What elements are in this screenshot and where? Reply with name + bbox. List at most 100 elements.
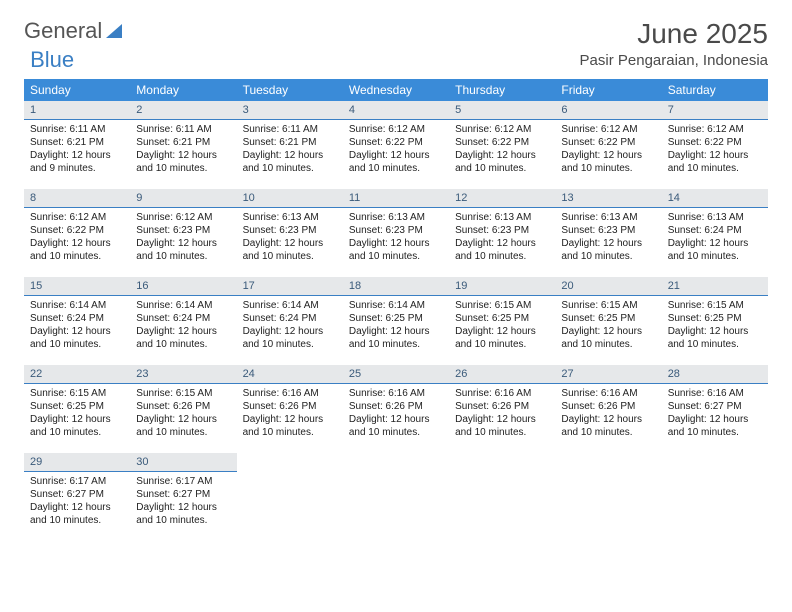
calendar-cell — [555, 453, 661, 541]
sunset-line: Sunset: 6:21 PM — [136, 136, 230, 149]
calendar-table: SundayMondayTuesdayWednesdayThursdayFrid… — [24, 79, 768, 541]
day-details: Sunrise: 6:15 AMSunset: 6:26 PMDaylight:… — [130, 384, 236, 441]
day-number: 7 — [662, 101, 768, 120]
daylight-line: Daylight: 12 hours and 10 minutes. — [243, 237, 337, 263]
weekday-header: Sunday — [24, 79, 130, 101]
daylight-line: Daylight: 12 hours and 10 minutes. — [349, 325, 443, 351]
calendar-cell: 25Sunrise: 6:16 AMSunset: 6:26 PMDayligh… — [343, 365, 449, 453]
calendar-cell: 12Sunrise: 6:13 AMSunset: 6:23 PMDayligh… — [449, 189, 555, 277]
sunrise-line: Sunrise: 6:16 AM — [668, 387, 762, 400]
calendar-cell: 2Sunrise: 6:11 AMSunset: 6:21 PMDaylight… — [130, 101, 236, 189]
daylight-line: Daylight: 12 hours and 10 minutes. — [30, 237, 124, 263]
day-number: 27 — [555, 365, 661, 384]
day-details: Sunrise: 6:11 AMSunset: 6:21 PMDaylight:… — [237, 120, 343, 177]
sunset-line: Sunset: 6:25 PM — [30, 400, 124, 413]
sunset-line: Sunset: 6:24 PM — [30, 312, 124, 325]
day-details: Sunrise: 6:16 AMSunset: 6:26 PMDaylight:… — [237, 384, 343, 441]
day-details: Sunrise: 6:13 AMSunset: 6:23 PMDaylight:… — [343, 208, 449, 265]
brand-part2-wrap: Blue — [24, 47, 768, 73]
daylight-line: Daylight: 12 hours and 10 minutes. — [30, 501, 124, 527]
calendar-cell — [343, 453, 449, 541]
day-number: 2 — [130, 101, 236, 120]
sunset-line: Sunset: 6:25 PM — [561, 312, 655, 325]
sunset-line: Sunset: 6:21 PM — [243, 136, 337, 149]
day-details: Sunrise: 6:11 AMSunset: 6:21 PMDaylight:… — [24, 120, 130, 177]
daylight-line: Daylight: 12 hours and 10 minutes. — [243, 413, 337, 439]
day-number: 18 — [343, 277, 449, 296]
calendar-week-row: 22Sunrise: 6:15 AMSunset: 6:25 PMDayligh… — [24, 365, 768, 453]
day-details: Sunrise: 6:17 AMSunset: 6:27 PMDaylight:… — [130, 472, 236, 529]
calendar-cell: 13Sunrise: 6:13 AMSunset: 6:23 PMDayligh… — [555, 189, 661, 277]
daylight-line: Daylight: 12 hours and 10 minutes. — [668, 149, 762, 175]
day-details: Sunrise: 6:15 AMSunset: 6:25 PMDaylight:… — [449, 296, 555, 353]
day-number: 15 — [24, 277, 130, 296]
weekday-header: Saturday — [662, 79, 768, 101]
sunrise-line: Sunrise: 6:13 AM — [668, 211, 762, 224]
day-number: 4 — [343, 101, 449, 120]
day-number: 22 — [24, 365, 130, 384]
sunset-line: Sunset: 6:22 PM — [561, 136, 655, 149]
sunset-line: Sunset: 6:22 PM — [349, 136, 443, 149]
sunset-line: Sunset: 6:23 PM — [349, 224, 443, 237]
calendar-cell: 14Sunrise: 6:13 AMSunset: 6:24 PMDayligh… — [662, 189, 768, 277]
calendar-cell: 10Sunrise: 6:13 AMSunset: 6:23 PMDayligh… — [237, 189, 343, 277]
daylight-line: Daylight: 12 hours and 10 minutes. — [455, 325, 549, 351]
weekday-header: Monday — [130, 79, 236, 101]
calendar-week-row: 15Sunrise: 6:14 AMSunset: 6:24 PMDayligh… — [24, 277, 768, 365]
weekday-header: Tuesday — [237, 79, 343, 101]
calendar-cell — [237, 453, 343, 541]
day-details: Sunrise: 6:11 AMSunset: 6:21 PMDaylight:… — [130, 120, 236, 177]
calendar-cell: 4Sunrise: 6:12 AMSunset: 6:22 PMDaylight… — [343, 101, 449, 189]
day-details: Sunrise: 6:12 AMSunset: 6:22 PMDaylight:… — [662, 120, 768, 177]
daylight-line: Daylight: 12 hours and 10 minutes. — [349, 149, 443, 175]
calendar-cell: 17Sunrise: 6:14 AMSunset: 6:24 PMDayligh… — [237, 277, 343, 365]
day-number: 13 — [555, 189, 661, 208]
daylight-line: Daylight: 12 hours and 10 minutes. — [30, 413, 124, 439]
day-number: 20 — [555, 277, 661, 296]
calendar-cell: 9Sunrise: 6:12 AMSunset: 6:23 PMDaylight… — [130, 189, 236, 277]
calendar-cell: 30Sunrise: 6:17 AMSunset: 6:27 PMDayligh… — [130, 453, 236, 541]
sunrise-line: Sunrise: 6:12 AM — [30, 211, 124, 224]
sunrise-line: Sunrise: 6:15 AM — [561, 299, 655, 312]
day-number: 17 — [237, 277, 343, 296]
sunset-line: Sunset: 6:26 PM — [561, 400, 655, 413]
calendar-cell: 26Sunrise: 6:16 AMSunset: 6:26 PMDayligh… — [449, 365, 555, 453]
calendar-cell: 11Sunrise: 6:13 AMSunset: 6:23 PMDayligh… — [343, 189, 449, 277]
day-details: Sunrise: 6:12 AMSunset: 6:22 PMDaylight:… — [555, 120, 661, 177]
sunset-line: Sunset: 6:25 PM — [668, 312, 762, 325]
brand-part2: Blue — [30, 47, 74, 72]
sunrise-line: Sunrise: 6:14 AM — [30, 299, 124, 312]
daylight-line: Daylight: 12 hours and 10 minutes. — [136, 413, 230, 439]
calendar-cell: 27Sunrise: 6:16 AMSunset: 6:26 PMDayligh… — [555, 365, 661, 453]
calendar-cell: 1Sunrise: 6:11 AMSunset: 6:21 PMDaylight… — [24, 101, 130, 189]
brand-logo: General — [24, 18, 124, 44]
sunrise-line: Sunrise: 6:15 AM — [136, 387, 230, 400]
day-number: 14 — [662, 189, 768, 208]
calendar-cell: 21Sunrise: 6:15 AMSunset: 6:25 PMDayligh… — [662, 277, 768, 365]
sunset-line: Sunset: 6:24 PM — [668, 224, 762, 237]
sunrise-line: Sunrise: 6:11 AM — [243, 123, 337, 136]
day-number: 26 — [449, 365, 555, 384]
sunset-line: Sunset: 6:24 PM — [136, 312, 230, 325]
daylight-line: Daylight: 12 hours and 10 minutes. — [561, 149, 655, 175]
sunset-line: Sunset: 6:26 PM — [243, 400, 337, 413]
daylight-line: Daylight: 12 hours and 10 minutes. — [349, 237, 443, 263]
day-number: 19 — [449, 277, 555, 296]
day-number: 10 — [237, 189, 343, 208]
day-number: 29 — [24, 453, 130, 472]
day-number: 11 — [343, 189, 449, 208]
sunrise-line: Sunrise: 6:15 AM — [668, 299, 762, 312]
sunrise-line: Sunrise: 6:11 AM — [30, 123, 124, 136]
daylight-line: Daylight: 12 hours and 10 minutes. — [561, 237, 655, 263]
sunrise-line: Sunrise: 6:14 AM — [349, 299, 443, 312]
day-number: 8 — [24, 189, 130, 208]
calendar-week-row: 1Sunrise: 6:11 AMSunset: 6:21 PMDaylight… — [24, 101, 768, 189]
sunset-line: Sunset: 6:22 PM — [668, 136, 762, 149]
calendar-header-row: SundayMondayTuesdayWednesdayThursdayFrid… — [24, 79, 768, 101]
sunset-line: Sunset: 6:27 PM — [668, 400, 762, 413]
sunrise-line: Sunrise: 6:12 AM — [668, 123, 762, 136]
day-number: 5 — [449, 101, 555, 120]
sunset-line: Sunset: 6:23 PM — [455, 224, 549, 237]
sunrise-line: Sunrise: 6:14 AM — [243, 299, 337, 312]
sunrise-line: Sunrise: 6:13 AM — [349, 211, 443, 224]
